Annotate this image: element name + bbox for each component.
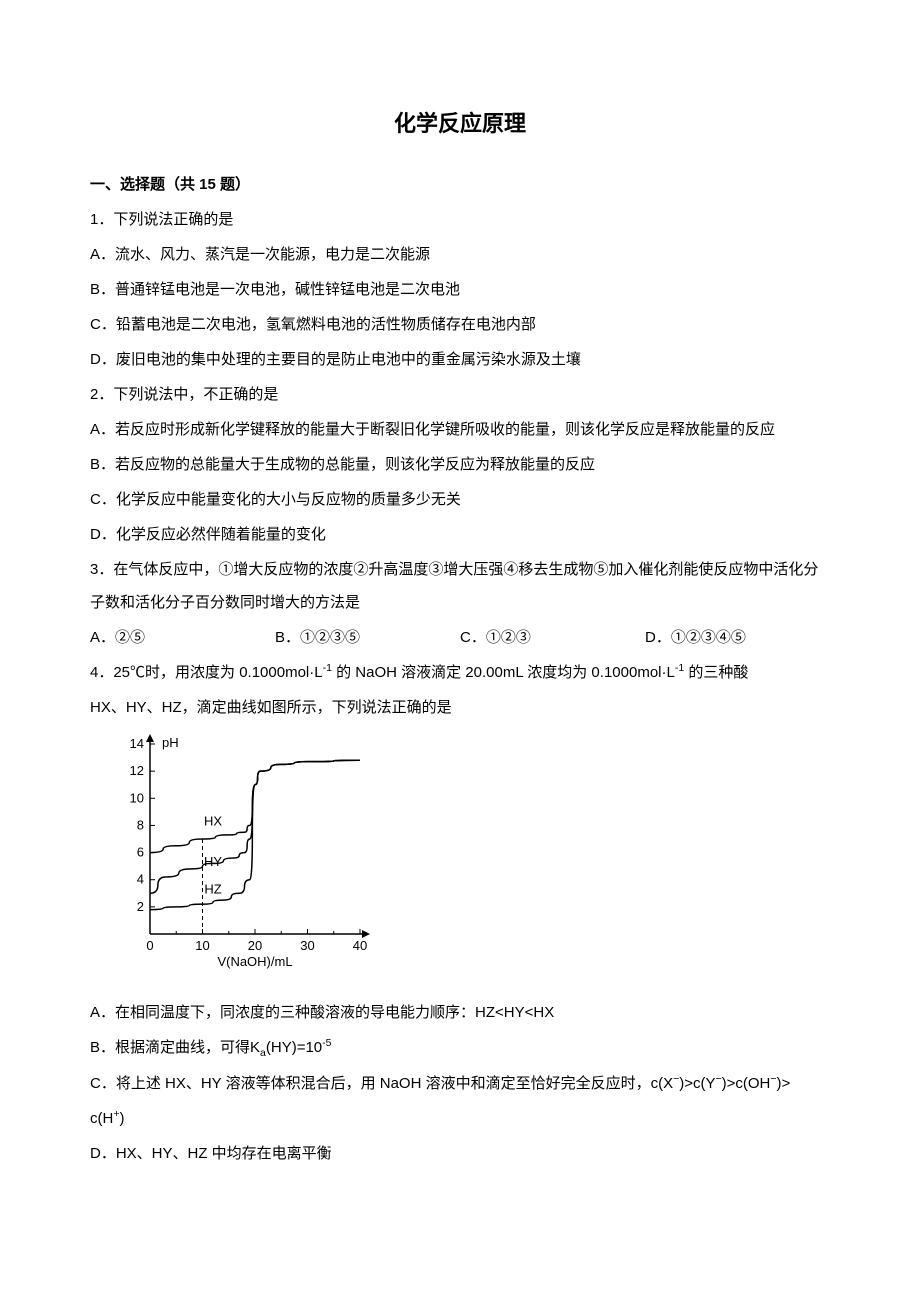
- q4-c-text-4: )>: [777, 1075, 791, 1092]
- section-header: 一、选择题（共 15 题）: [90, 168, 830, 201]
- svg-text:30: 30: [300, 938, 314, 953]
- svg-text:14: 14: [130, 736, 144, 751]
- q4-exp-2: -1: [675, 662, 684, 674]
- svg-text:V(NaOH)/mL: V(NaOH)/mL: [217, 954, 292, 969]
- q4-c-text-3: )>c(OH: [722, 1075, 771, 1092]
- svg-text:pH: pH: [162, 735, 179, 750]
- q4-b-k: K: [250, 1039, 260, 1056]
- q4-stem-text-3: 的三种酸: [684, 664, 748, 681]
- svg-text:20: 20: [248, 938, 262, 953]
- q1-option-a: A．流水、风力、蒸汽是一次能源，电力是二次能源: [90, 238, 830, 271]
- svg-text:HX: HX: [204, 814, 222, 829]
- page-title: 化学反应原理: [90, 100, 830, 148]
- svg-text:10: 10: [195, 938, 209, 953]
- svg-text:2: 2: [137, 899, 144, 914]
- q4-option-a: A．在相同温度下，同浓度的三种酸溶液的导电能力顺序：HZ<HY<HX: [90, 996, 830, 1029]
- q4-c-text-6: ): [119, 1110, 124, 1127]
- q4-c-text-2: )>c(Y: [679, 1075, 715, 1092]
- q4-c-text-5: c(H: [90, 1110, 113, 1127]
- q2-option-c: C．化学反应中能量变化的大小与反应物的质量多少无关: [90, 483, 830, 516]
- q3-option-b: B．①②③⑤: [275, 621, 460, 654]
- svg-text:0: 0: [146, 938, 153, 953]
- q3-option-a: A．②⑤: [90, 621, 275, 654]
- q4-unit-2: mol·L: [637, 664, 675, 681]
- q4-option-c-line2: c(H+): [90, 1102, 830, 1135]
- q4-stem-text-1: 4．25℃时，用浓度为 0.1000: [90, 664, 285, 681]
- svg-text:40: 40: [353, 938, 367, 953]
- titration-chart: pH 2 4 6 8 10 12 14 0 10 20 30 40 V(NaOH)/mL HX HY HZ: [110, 734, 830, 981]
- q3-stem: 3．在气体反应中，①增大反应物的浓度②升高温度③增大压强④移去生成物⑤加入催化剂…: [90, 553, 830, 619]
- q4-stem-text-2: 的 NaOH 溶液滴定 20.00mL 浓度均为 0.1000: [332, 664, 637, 681]
- svg-text:6: 6: [137, 845, 144, 860]
- svg-text:HY: HY: [204, 855, 222, 870]
- q2-stem: 2．下列说法中，不正确的是: [90, 378, 830, 411]
- svg-text:10: 10: [130, 791, 144, 806]
- q3-option-c: C．①②③: [460, 621, 645, 654]
- q3-option-d: D．①②③④⑤: [645, 621, 830, 654]
- svg-text:HZ: HZ: [204, 882, 221, 897]
- q2-option-a: A．若反应时形成新化学键释放的能量大于断裂旧化学键所吸收的能量，则该化学反应是释…: [90, 413, 830, 446]
- q3-options: A．②⑤ B．①②③⑤ C．①②③ D．①②③④⑤: [90, 621, 830, 654]
- q1-option-c: C．铅蓄电池是二次电池，氢氧燃料电池的活性物质储存在电池内部: [90, 308, 830, 341]
- q4-option-d: D．HX、HY、HZ 中均存在电离平衡: [90, 1137, 830, 1170]
- q4-option-b: B．根据滴定曲线，可得Ka(HY)=10-5: [90, 1031, 830, 1065]
- q4-stem: 4．25℃时，用浓度为 0.1000mol·L-1 的 NaOH 溶液滴定 20…: [90, 656, 830, 689]
- svg-text:4: 4: [137, 872, 144, 887]
- q1-option-b: B．普通锌锰电池是一次电池，碱性锌锰电池是二次电池: [90, 273, 830, 306]
- q1-option-d: D．废旧电池的集中处理的主要目的是防止电池中的重金属污染水源及土壤: [90, 343, 830, 376]
- q4-option-c: C．将上述 HX、HY 溶液等体积混合后，用 NaOH 溶液中和滴定至恰好完全反…: [90, 1067, 830, 1100]
- svg-text:8: 8: [137, 818, 144, 833]
- q4-b-text-1: B．根据滴定曲线，可得: [90, 1039, 250, 1056]
- q1-stem: 1．下列说法正确的是: [90, 203, 830, 236]
- q4-stem-line2: HX、HY、HZ，滴定曲线如图所示，下列说法正确的是: [90, 691, 830, 724]
- q4-b-text-3: (HY)=10: [266, 1039, 322, 1056]
- q4-b-exp: -5: [322, 1037, 331, 1049]
- q4-c-text-1: C．将上述 HX、HY 溶液等体积混合后，用 NaOH 溶液中和滴定至恰好完全反…: [90, 1075, 673, 1092]
- svg-text:12: 12: [130, 764, 144, 779]
- q4-exp-1: -1: [323, 662, 332, 674]
- q2-option-d: D．化学反应必然伴随着能量的变化: [90, 518, 830, 551]
- q4-unit-1: mol·L: [285, 664, 323, 681]
- q2-option-b: B．若反应物的总能量大于生成物的总能量，则该化学反应为释放能量的反应: [90, 448, 830, 481]
